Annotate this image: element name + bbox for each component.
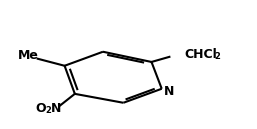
Text: Me: Me — [18, 49, 39, 62]
Text: CHCl: CHCl — [185, 48, 217, 61]
Text: O: O — [35, 102, 46, 115]
Text: 2: 2 — [45, 106, 51, 115]
Text: N: N — [50, 102, 61, 115]
Text: N: N — [164, 85, 175, 98]
Text: 2: 2 — [214, 52, 220, 61]
